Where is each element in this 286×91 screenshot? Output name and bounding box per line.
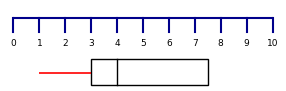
Text: 8: 8	[218, 38, 224, 48]
Bar	[91, 59, 208, 85]
Text: 6: 6	[166, 38, 172, 48]
Text: 0: 0	[11, 38, 16, 48]
Text: 1: 1	[37, 38, 42, 48]
Text: 3: 3	[88, 38, 94, 48]
Text: 5: 5	[140, 38, 146, 48]
Text: 2: 2	[62, 38, 68, 48]
Text: 10: 10	[267, 38, 278, 48]
Text: 9: 9	[244, 38, 249, 48]
Text: 4: 4	[114, 38, 120, 48]
Text: 7: 7	[192, 38, 198, 48]
